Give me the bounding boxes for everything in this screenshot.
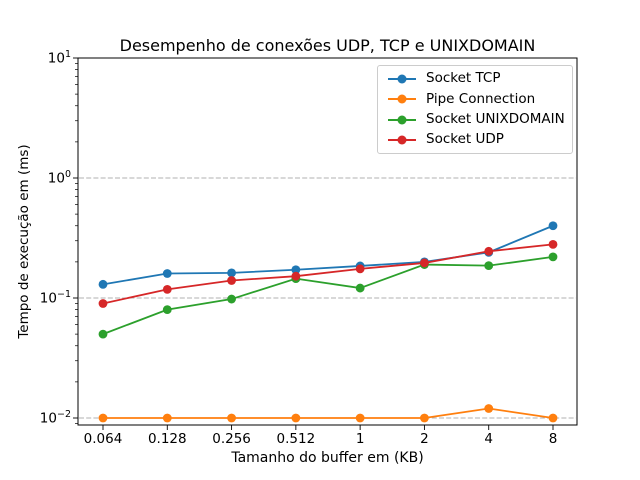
data-point-socket-unixdomain: [548, 252, 558, 262]
x-axis-title: Tamanho do buffer em (KB): [230, 450, 423, 466]
x-tick-label: 8: [549, 431, 558, 447]
legend-label: Socket UDP: [426, 131, 504, 148]
x-tick-label: 0.064: [84, 431, 123, 447]
x-tick-label: 0.128: [148, 431, 187, 447]
legend-item-socket-tcp: Socket TCP: [388, 69, 566, 89]
data-point-socket-udp: [420, 258, 429, 268]
legend-marker-dot: [397, 74, 407, 84]
tick-labels-layer: 101 100 10−1 10−2 0.064 0.128 0.256 0.512 1 2 4 8: [40, 49, 558, 447]
legend-label: Socket UNIXDOMAIN: [426, 110, 565, 127]
data-point-socket-tcp: [548, 221, 558, 231]
x-tick-label: 4: [484, 431, 493, 447]
data-point-pipe-connection: [162, 413, 172, 423]
data-point-socket-tcp: [162, 269, 172, 278]
data-point-socket-udp: [548, 239, 558, 249]
data-point-pipe-connection: [227, 413, 236, 423]
legend-marker-dot: [397, 115, 407, 125]
legend-item-pipe-connection: Pipe Connection: [388, 89, 566, 109]
y-axis-title: Tempo de execução em (ms): [16, 144, 32, 339]
data-point-pipe-connection: [355, 413, 365, 423]
y-tick-label: 10−2: [40, 409, 71, 427]
data-point-socket-unixdomain: [355, 283, 365, 293]
legend-marker-socket-tcp: [388, 74, 416, 84]
legend-label: Pipe Connection: [426, 90, 536, 107]
data-point-pipe-connection: [484, 404, 494, 413]
series-line-socket-udp: [102, 243, 554, 305]
data-point-socket-udp: [227, 276, 236, 285]
legend-marker-socket-udp: [388, 135, 416, 145]
legend: Socket TCP Pipe Connection Socket UNIXDOMA…: [377, 65, 573, 154]
data-point-socket-unixdomain: [162, 305, 172, 315]
legend-marker-dot: [397, 135, 407, 145]
x-tick-label: 2: [420, 431, 429, 447]
series-line-socket-unixdomain: [102, 256, 554, 335]
data-point-socket-tcp: [98, 279, 108, 289]
legend-marker-dot: [397, 94, 407, 104]
legend-item-socket-udp: Socket UDP: [388, 130, 566, 150]
data-point-socket-unixdomain: [227, 294, 236, 304]
y-tick-label: 100: [48, 169, 71, 187]
series-layer: [98, 221, 558, 423]
gridlines-layer: [79, 177, 576, 419]
data-point-socket-unixdomain: [98, 329, 108, 339]
data-point-socket-udp: [98, 299, 108, 308]
data-point-socket-udp: [291, 271, 301, 281]
data-point-pipe-connection: [98, 413, 108, 423]
legend-item-socket-unixdomain: Socket UNIXDOMAIN: [388, 110, 566, 130]
ticks-layer: [73, 57, 554, 430]
data-point-socket-unixdomain: [484, 261, 494, 271]
axes-frame: [77, 57, 578, 426]
data-point-socket-tcp: [227, 268, 236, 278]
data-point-socket-tcp: [291, 265, 301, 275]
chart-title: Desempenho de conexões UDP, TCP e UNIXDO…: [120, 36, 536, 55]
legend-label: Socket TCP: [426, 70, 501, 87]
x-tick-label: 0.512: [277, 431, 316, 447]
data-point-socket-udp: [355, 264, 365, 274]
data-point-pipe-connection: [548, 413, 558, 423]
y-tick-label: 101: [48, 49, 71, 67]
x-tick-label: 0.256: [212, 431, 251, 447]
legend-marker-pipe-connection: [388, 94, 416, 104]
y-tick-label: 10−1: [40, 289, 71, 307]
legend-marker-socket-unixdomain: [388, 115, 416, 125]
data-point-pipe-connection: [291, 413, 301, 423]
data-point-pipe-connection: [420, 413, 429, 423]
data-point-socket-udp: [162, 284, 172, 294]
series-line-pipe-connection: [103, 407, 554, 419]
x-tick-label: 1: [356, 431, 365, 447]
data-point-socket-udp: [484, 246, 494, 256]
